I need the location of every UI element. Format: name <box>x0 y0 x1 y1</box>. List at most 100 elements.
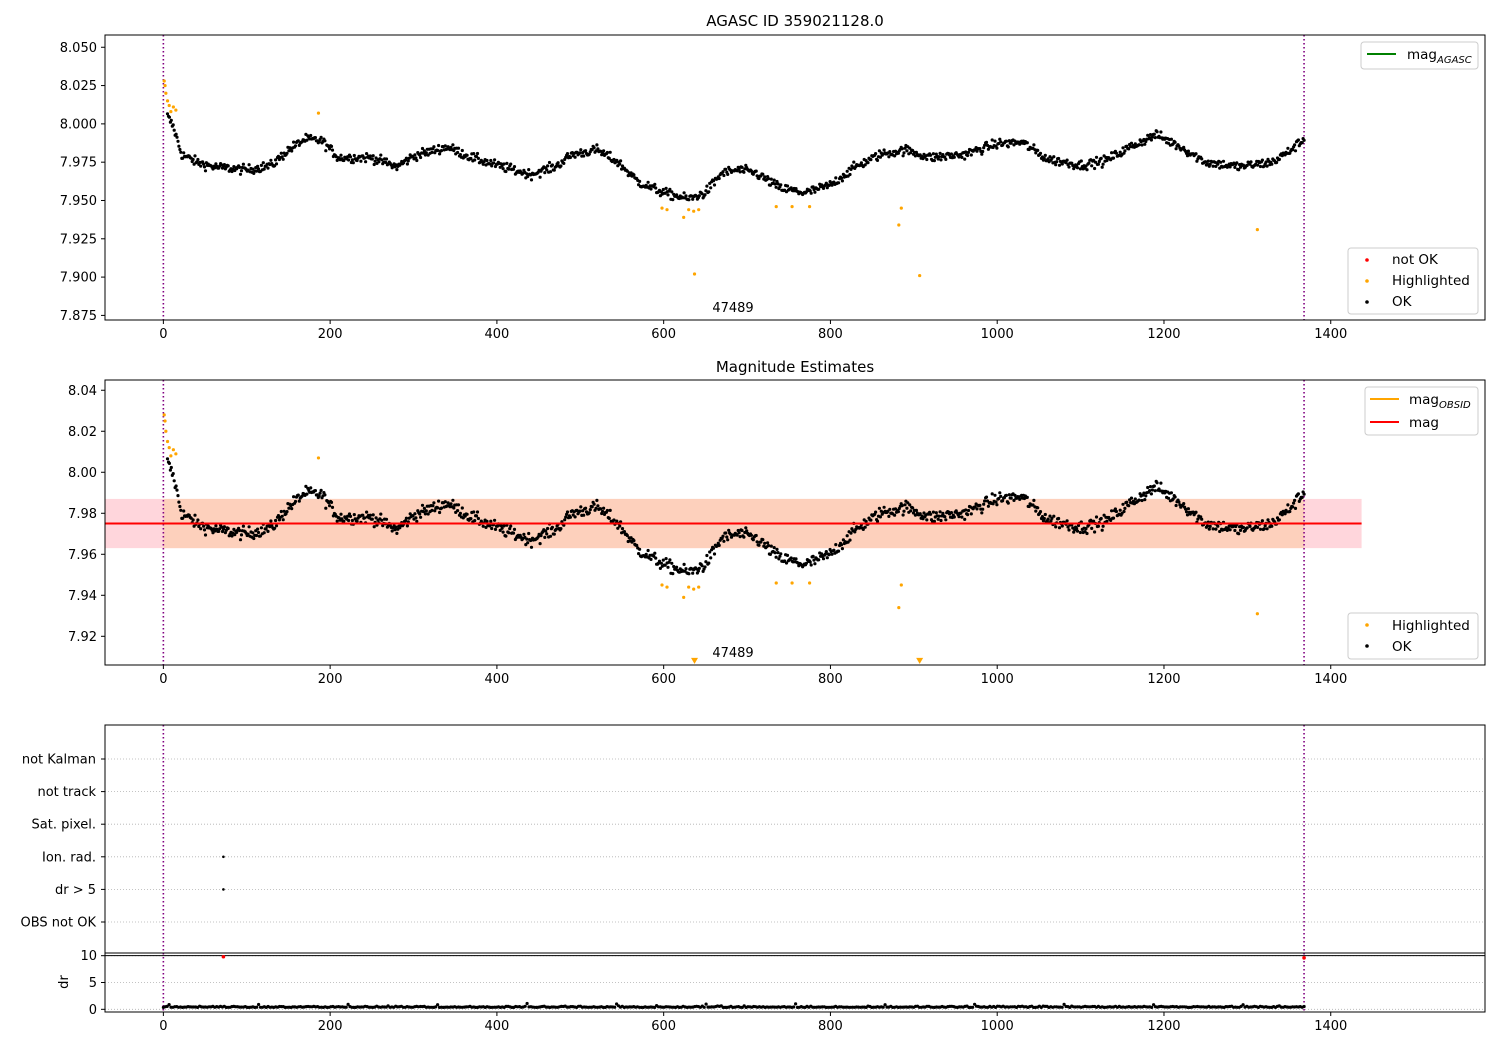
ok-point <box>546 526 550 531</box>
ok-point <box>658 566 663 571</box>
ok-point <box>654 556 658 560</box>
ok-point <box>493 527 498 532</box>
dr-point <box>1062 1002 1066 1007</box>
ok-point <box>371 513 375 517</box>
ok-point <box>980 511 984 515</box>
ok-point <box>707 190 711 194</box>
ok-point <box>238 165 242 169</box>
ok-point <box>1137 143 1141 147</box>
ok-point <box>330 148 335 152</box>
ok-point <box>475 510 480 514</box>
ok-point <box>292 140 296 144</box>
ok-point <box>230 534 234 538</box>
ok-point <box>754 169 758 173</box>
ok-point <box>259 163 263 167</box>
ok-point <box>601 151 605 155</box>
ok-point <box>1200 157 1204 161</box>
ok-point <box>1258 164 1263 169</box>
ok-point <box>439 506 444 510</box>
ok-point <box>266 529 270 534</box>
ok-point <box>759 540 763 544</box>
ok-point <box>848 172 852 177</box>
ok-point <box>952 155 956 159</box>
ok-point <box>472 510 476 514</box>
ok-point <box>1057 516 1061 521</box>
ok-point <box>247 525 251 529</box>
ok-point <box>1241 525 1245 530</box>
ok-point <box>1046 157 1050 161</box>
ok-point <box>1004 493 1009 497</box>
ok-point <box>761 172 765 176</box>
ok-point <box>830 183 834 187</box>
ok-point <box>274 162 279 166</box>
highlighted-point <box>164 429 168 433</box>
ok-point <box>830 552 834 556</box>
ok-point <box>712 552 717 556</box>
ok-point <box>601 509 605 514</box>
ok-point <box>893 513 897 517</box>
ok-point <box>687 572 691 576</box>
ok-point <box>1009 141 1013 145</box>
ok-point <box>543 535 547 540</box>
ok-point <box>877 149 882 153</box>
ok-point <box>214 524 218 528</box>
ok-point <box>653 551 657 555</box>
ok-point <box>861 527 865 532</box>
ok-point <box>605 508 610 513</box>
ok-point <box>983 499 987 503</box>
ok-point <box>737 531 741 535</box>
ok-point <box>165 457 170 461</box>
ok-point <box>469 156 473 161</box>
ok-point <box>504 169 508 174</box>
ok-point <box>431 504 435 508</box>
ok-point <box>328 504 332 508</box>
ok-point <box>293 499 298 504</box>
ok-point <box>866 161 870 165</box>
ok-point <box>220 529 225 534</box>
ok-point <box>328 147 332 151</box>
ok-point <box>594 506 598 510</box>
x-tick-label: 1000 <box>981 1019 1014 1034</box>
ok-point <box>246 532 250 536</box>
ok-point <box>708 550 712 554</box>
ok-point <box>181 516 185 520</box>
ok-point <box>274 518 278 523</box>
ok-point <box>199 164 203 168</box>
ok-point <box>931 510 936 514</box>
ok-point <box>717 176 721 181</box>
ok-point <box>365 510 369 514</box>
ok-point <box>1065 158 1069 162</box>
ok-point <box>226 164 230 168</box>
ok-point <box>501 530 505 534</box>
y-tick-label: 7.950 <box>60 194 97 209</box>
ok-point <box>696 569 701 573</box>
ok-point <box>966 150 971 154</box>
ok-point <box>1054 525 1058 529</box>
ok-point <box>292 495 296 499</box>
ok-point <box>1042 156 1046 160</box>
ok-point <box>579 148 583 152</box>
y-tick-label: 8.000 <box>60 117 97 132</box>
ok-point <box>178 504 182 509</box>
ok-point <box>489 519 493 523</box>
ok-point <box>616 526 620 530</box>
legend-box <box>1360 41 1479 70</box>
dr-point <box>1060 1005 1064 1009</box>
ok-point <box>305 138 309 142</box>
ok-point <box>1211 527 1215 531</box>
flag-row-label: Ion. rad. <box>42 850 96 865</box>
ok-point <box>280 514 284 518</box>
ok-point <box>618 524 622 528</box>
ok-point <box>1292 501 1296 505</box>
ok-point <box>568 515 573 519</box>
ok-point <box>323 139 327 143</box>
ok-point <box>726 172 730 176</box>
ok-point <box>1205 524 1209 528</box>
ok-point <box>909 509 913 513</box>
marker-legend: Highlighted OK <box>1347 612 1479 660</box>
ok-point <box>666 193 670 197</box>
offscale-marker <box>691 657 699 664</box>
ok-point <box>938 151 942 155</box>
ok-point <box>239 169 244 173</box>
ok-point <box>432 501 436 505</box>
